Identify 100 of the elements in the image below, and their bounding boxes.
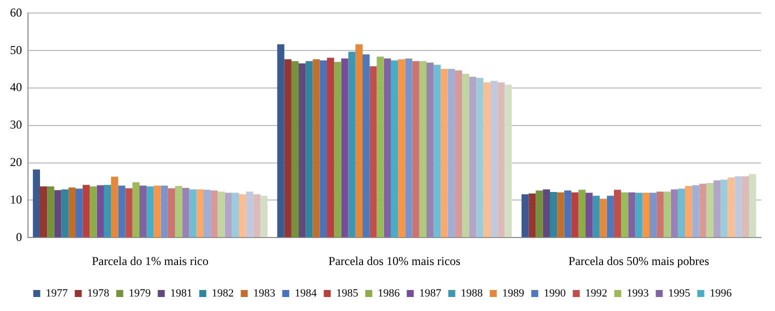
legend-label: 1983: [253, 287, 276, 300]
bar: [536, 190, 543, 238]
bar: [642, 192, 650, 238]
bar: [154, 186, 161, 238]
bar: [614, 190, 622, 238]
bar: [390, 60, 398, 238]
legend-label: 1984: [294, 287, 318, 300]
bar: [434, 64, 441, 238]
bar: [699, 184, 706, 238]
bar: [564, 190, 572, 238]
legend-label: 1990: [544, 287, 566, 300]
y-tick-label: 20: [10, 154, 22, 169]
legend-label: 1992: [585, 287, 608, 300]
bar: [196, 189, 204, 238]
y-tick-label: 30: [10, 118, 22, 132]
bar: [476, 78, 484, 238]
bar: [189, 189, 196, 238]
bar: [306, 61, 313, 238]
y-tick-label: 40: [10, 80, 22, 94]
bar: [111, 176, 118, 238]
y-tick-label: 50: [10, 42, 22, 57]
bar: [706, 182, 714, 238]
legend-label: 1995: [668, 287, 691, 300]
bar: [284, 59, 292, 238]
bar: [685, 186, 692, 238]
bar: [376, 56, 384, 238]
legend-label: 1988: [460, 287, 484, 300]
bar: [649, 192, 657, 238]
bar: [203, 190, 211, 238]
bar: [334, 62, 342, 238]
bar: [90, 186, 97, 238]
bar: [454, 70, 462, 238]
bar: [224, 192, 232, 238]
bar: [419, 61, 426, 238]
bar: [32, 170, 40, 238]
y-tick-label: 60: [10, 5, 22, 20]
bar: [412, 61, 420, 238]
y-tick-label: 10: [10, 192, 22, 206]
bar: [426, 62, 434, 238]
bar: [96, 185, 104, 238]
bar: [550, 192, 558, 238]
legend-label: 1989: [502, 287, 525, 300]
legend-label: 1996: [710, 287, 732, 300]
bar: [405, 58, 412, 238]
bar: [104, 184, 112, 238]
bar: [490, 80, 498, 238]
bar: [210, 190, 218, 238]
bar: [384, 58, 391, 238]
bar: [462, 74, 470, 238]
bar: [592, 196, 600, 238]
bar: [218, 192, 225, 238]
bar: [298, 63, 306, 238]
bar: [182, 188, 190, 238]
bar: [68, 187, 76, 238]
bar: [600, 198, 607, 238]
bar: [326, 58, 334, 238]
legend-label: 1982: [212, 287, 234, 300]
legend-label: 1987: [419, 287, 442, 300]
bar: [692, 185, 700, 238]
bar: [606, 196, 614, 238]
legend-label: 1986: [378, 287, 400, 300]
bar: [82, 184, 90, 238]
bar: [742, 176, 750, 238]
legend-label: 1985: [336, 287, 359, 300]
x-tick-label: Parcela do 1% mais rico: [92, 254, 208, 268]
bar: [260, 196, 268, 238]
bar: [277, 44, 284, 238]
bar: [664, 192, 671, 238]
bar: [586, 192, 593, 238]
bar: [440, 68, 448, 238]
bar: [571, 192, 578, 238]
x-tick-label: Parcela dos 10% mais ricos: [328, 254, 461, 268]
bar: [728, 177, 735, 238]
legend-label: 1978: [87, 287, 110, 300]
bar: [232, 192, 240, 238]
bar: [362, 54, 370, 238]
bar: [498, 82, 505, 238]
bar: [61, 189, 68, 238]
bar: [239, 194, 246, 238]
bar: [542, 189, 550, 238]
legend-label: 1979: [128, 287, 152, 300]
bar: [76, 188, 83, 238]
bar: [253, 194, 260, 238]
legend-label: 1977: [46, 287, 68, 300]
bar: [320, 60, 327, 238]
bar: [670, 189, 678, 238]
bar: [504, 84, 512, 238]
bar: [621, 192, 628, 238]
bar: [749, 174, 756, 238]
bar: [483, 82, 490, 238]
bar: [118, 186, 126, 238]
bar: [125, 188, 132, 238]
legend-label: 1981: [170, 287, 192, 300]
bar: [160, 186, 168, 238]
bar: [168, 188, 176, 238]
bar: [713, 180, 721, 238]
bar: [146, 186, 154, 238]
bar: [341, 58, 348, 238]
bar: [175, 186, 182, 238]
bar: [312, 59, 320, 238]
